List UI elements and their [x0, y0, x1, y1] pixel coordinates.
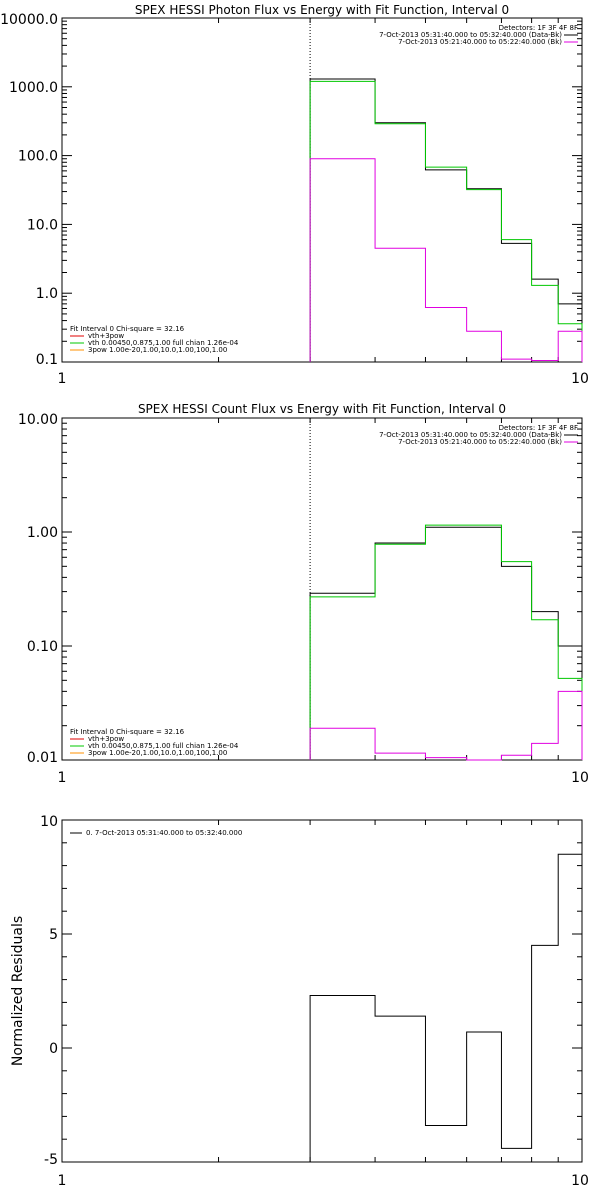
- y-tick-label: 10000.0: [0, 12, 58, 28]
- photon-flux-legend-bottom: Fit Interval 0 Chi-square = 32.16 vth+3p…: [70, 325, 239, 354]
- residuals-frame: [61, 819, 583, 1163]
- count-flux-title: SPEX HESSI Count Flux vs Energy with Fit…: [138, 402, 506, 416]
- y-tick-label: 0.1: [36, 352, 58, 368]
- count-flux-legend-fit-item-2: vth 0.00450,0.875,1.00 full chian 1.26e-…: [88, 742, 239, 750]
- series-step-line-data: [309, 78, 583, 362]
- photon-flux-ticks: [61, 17, 583, 363]
- count-flux-legend-bottom: Fit Interval 0 Chi-square = 32.16 vth+3p…: [70, 728, 239, 757]
- residuals-legend-label: 0. 7-Oct-2013 05:31:40.000 to 05:32:40.0…: [86, 829, 242, 837]
- count-flux-legend-data-bk: 7-Oct-2013 05:31:40.000 to 05:32:40.000 …: [379, 431, 562, 439]
- count-flux-panel: SPEX HESSI Count Flux vs Energy with Fit…: [18, 402, 589, 786]
- y-tick-label: 10.0: [27, 217, 58, 233]
- count-flux-legend-fit-header: Fit Interval 0 Chi-square = 32.16: [70, 728, 185, 736]
- count-flux-x-tick-1: 1: [58, 770, 67, 786]
- count-flux-y-tick-labels: 10.00 1.00 0.10 0.01: [18, 412, 58, 766]
- series-step-line-bk: [309, 158, 583, 362]
- photon-flux-series: [309, 78, 583, 362]
- y-tick-label: 100.0: [18, 149, 58, 165]
- photon-flux-legend-detectors: Detectors: 1F 3F 4F 8F: [499, 24, 578, 32]
- series-step-line-data: [309, 853, 582, 1162]
- count-flux-legend-bk: 7-Oct-2013 05:21:40.000 to 05:22:40.000 …: [398, 438, 562, 446]
- series-step-line-data: [309, 526, 583, 760]
- residuals-legend: 0. 7-Oct-2013 05:31:40.000 to 05:32:40.0…: [70, 829, 242, 837]
- count-flux-frame: [61, 417, 583, 761]
- count-flux-series: [309, 524, 583, 761]
- residuals-ticks: [61, 819, 583, 1163]
- y-tick-label: 1000.0: [9, 80, 58, 96]
- residuals-series: [309, 853, 582, 1162]
- count-flux-ticks: [61, 417, 583, 761]
- residuals-y-tick-labels: 10 5 0 -5: [40, 814, 58, 1168]
- photon-flux-legend-data-bk: 7-Oct-2013 05:31:40.000 to 05:32:40.000 …: [379, 31, 562, 39]
- y-tick-label: 10.00: [18, 412, 58, 428]
- photon-flux-title: SPEX HESSI Photon Flux vs Energy with Fi…: [135, 3, 509, 17]
- photon-flux-x-tick-10: 10: [571, 371, 589, 387]
- photon-flux-legend-fit-header: Fit Interval 0 Chi-square = 32.16: [70, 325, 185, 333]
- photon-flux-panel: SPEX HESSI Photon Flux vs Energy with Fi…: [0, 3, 589, 387]
- count-flux-legend-fit-item-3: 3pow 1.00e-20,1.00,10.0,1.00,100,1.00: [88, 749, 227, 757]
- series-step-line-bk: [309, 690, 583, 761]
- residuals-panel: 10 5 0 -5 1 10 Normalized Residuals 0. 7-Oc…: [10, 814, 589, 1189]
- series-step-line-fit: [309, 524, 583, 760]
- count-flux-legend-fit-item-1: vth+3pow: [88, 735, 124, 743]
- photon-flux-legend-fit-item-3: 3pow 1.00e-20,1.00,10.0,1.00,100,1.00: [88, 346, 227, 354]
- y-tick-label: 5: [49, 927, 58, 943]
- y-tick-label: -5: [44, 1152, 58, 1168]
- residuals-y-axis-label: Normalized Residuals: [10, 916, 26, 1066]
- count-flux-legend-detectors: Detectors: 1F 3F 4F 8F: [499, 424, 578, 432]
- y-tick-label: 0.10: [27, 639, 58, 655]
- photon-flux-legend-bk: 7-Oct-2013 05:21:40.000 to 05:22:40.000 …: [398, 38, 562, 46]
- count-flux-x-tick-10: 10: [571, 770, 589, 786]
- y-tick-label: 0.01: [27, 750, 58, 766]
- y-tick-label: 10: [40, 814, 58, 830]
- photon-flux-legend-top: Detectors: 1F 3F 4F 8F 7-Oct-2013 05:31:…: [379, 24, 578, 46]
- photon-flux-y-tick-labels: 10000.0 1000.0 100.0 10.0 1.0 0.1: [0, 12, 58, 368]
- y-tick-label: 0: [49, 1041, 58, 1057]
- photon-flux-frame: [61, 17, 583, 363]
- y-tick-label: 1.0: [36, 286, 58, 302]
- residuals-x-tick-10: 10: [571, 1173, 589, 1189]
- count-flux-legend-top: Detectors: 1F 3F 4F 8F 7-Oct-2013 05:31:…: [379, 424, 578, 446]
- y-tick-label: 1.00: [27, 525, 58, 541]
- series-step-line-fit: [309, 80, 583, 362]
- photon-flux-legend-fit-item-1: vth+3pow: [88, 332, 124, 340]
- photon-flux-legend-fit-item-2: vth 0.00450,0.875,1.00 full chian 1.26e-…: [88, 339, 239, 347]
- residuals-x-tick-1: 1: [58, 1173, 67, 1189]
- photon-flux-x-tick-1: 1: [58, 371, 67, 387]
